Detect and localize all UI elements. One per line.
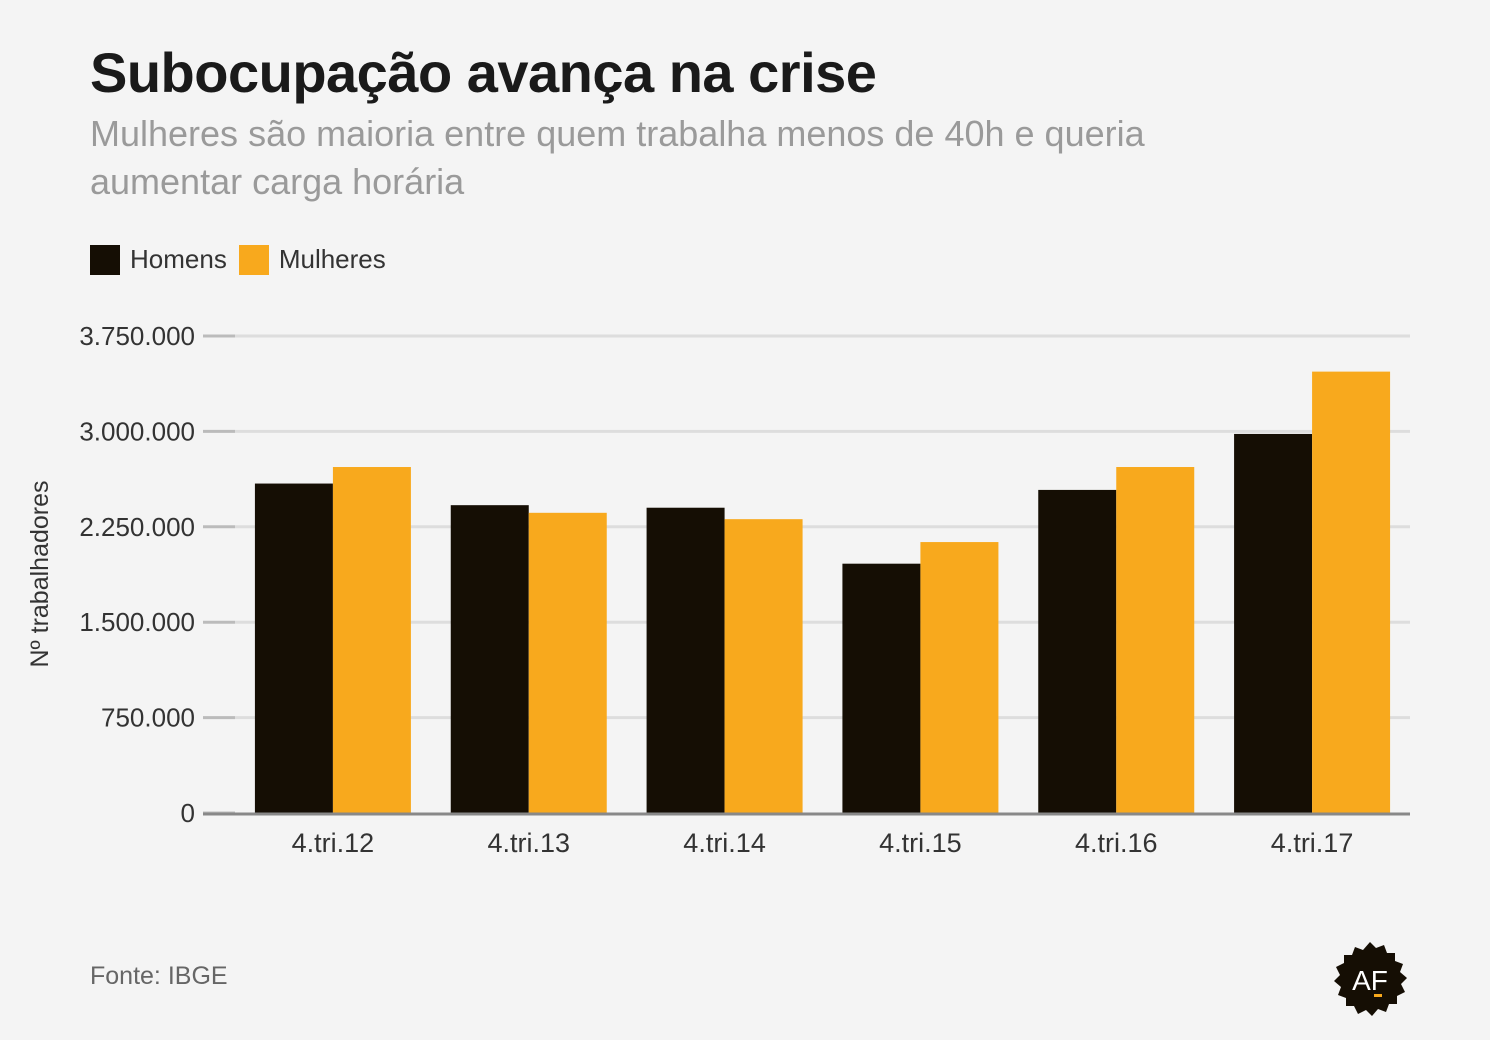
y-tick-label: 2.250.000	[79, 512, 195, 542]
x-tick-label: 4.tri.14	[683, 828, 766, 858]
bars-layer	[254, 371, 1391, 813]
x-tick-label: 4.tri.15	[879, 828, 962, 858]
chart-subtitle: Mulheres são maioria entre quem trabalha…	[90, 113, 1145, 202]
axis-layer: 0 750.000 1.500.000 2.250.000 3.000.000 3.750…	[79, 321, 1410, 858]
y-tick-label: 3.750.000	[79, 321, 195, 351]
bar-chart: 0 750.000 1.500.000 2.250.000 3.000.000 3.750…	[26, 321, 1410, 858]
bar-homens-4-tri-14	[646, 507, 725, 813]
y-axis-label: Nº trabalhadores	[26, 480, 54, 667]
bar-mulheres-4-tri-13	[528, 512, 607, 813]
bar-mulheres-4-tri-12	[332, 467, 411, 813]
bar-mulheres-4-tri-16	[1116, 467, 1195, 813]
x-tick-label: 4.tri.13	[487, 828, 570, 858]
logo-accent	[1374, 994, 1382, 997]
bar-mulheres-4-tri-17	[1312, 371, 1391, 813]
legend-swatch-mulheres	[238, 244, 269, 275]
legend-label-homens: Homens	[130, 244, 227, 274]
bar-homens-4-tri-13	[450, 505, 529, 813]
logo-badge-shape	[1334, 942, 1407, 1016]
legend-item-mulheres: Mulheres	[238, 244, 386, 275]
chart-title: Subocupação avança na crise	[90, 41, 877, 104]
publisher-logo: AF	[1334, 942, 1407, 1016]
grid-layer	[235, 334, 1410, 720]
bar-mulheres-4-tri-15	[920, 542, 999, 813]
bar-homens-4-tri-16	[1038, 489, 1117, 813]
logo-text: AF	[1352, 965, 1388, 996]
x-tick-label: 4.tri.17	[1271, 828, 1354, 858]
x-tick-label: 4.tri.12	[292, 828, 375, 858]
y-tick-label: 0	[181, 798, 195, 828]
bar-homens-4-tri-12	[254, 483, 333, 813]
bar-mulheres-4-tri-14	[724, 519, 803, 813]
x-tick-label: 4.tri.16	[1075, 828, 1158, 858]
legend-label-mulheres: Mulheres	[278, 244, 386, 274]
legend-swatch-homens	[90, 244, 120, 275]
y-tick-label: 1.500.000	[79, 607, 195, 637]
bar-homens-4-tri-17	[1234, 433, 1313, 813]
y-tick-label: 750.000	[101, 703, 195, 733]
bar-homens-4-tri-15	[842, 563, 921, 813]
source-note: Fonte: IBGE	[90, 962, 228, 990]
y-tick-label: 3.000.000	[79, 416, 195, 446]
legend-item-homens: Homens	[90, 244, 227, 275]
legend: Homens Mulheres	[90, 244, 398, 275]
